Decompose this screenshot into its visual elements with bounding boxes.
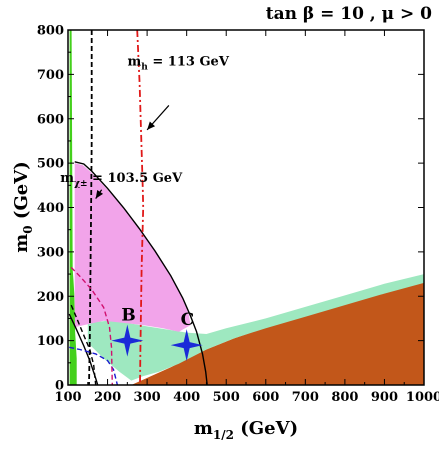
region-relic-density [87, 274, 424, 381]
line-m-h [136, 30, 145, 385]
annotation-mchi-sub: χ± [74, 179, 87, 189]
x-axis-title-sub: 1/2 [213, 428, 234, 442]
y-tick-label-600: 600 [37, 112, 64, 127]
x-tick-label-100: 100 [54, 390, 81, 405]
annotation-mh-rest: = 113 GeV [148, 55, 230, 70]
annotation-mchi-arrow-head [95, 190, 104, 199]
x-axis-title-main: m [194, 418, 213, 439]
benchmark-star-B [111, 324, 144, 357]
line-m-chargino [74, 161, 208, 385]
annotation-mh-sub: h [141, 63, 148, 73]
y-axis-title-sub: 0 [21, 225, 35, 233]
annotation-mchi-rest: = 103.5 GeV [88, 171, 184, 186]
chart-title: tan β = 10 , μ > 0 [266, 4, 432, 24]
y-axis-title-main: m [11, 234, 32, 253]
benchmark-label-C: C [181, 310, 195, 330]
line-magenta-dashed [70, 266, 113, 385]
annotation-mh: mh = 113 GeV [128, 55, 230, 73]
annotation-mchi: mχ± = 103.5 GeV [60, 171, 183, 189]
line-blue-dashed [69, 346, 119, 385]
annotation-mh-main: m [128, 55, 142, 70]
line-black-dashed-curve [70, 304, 97, 385]
y-tick-label-0: 0 [55, 379, 64, 394]
y-axis-title-unit: (GeV) [11, 161, 32, 225]
y-tick-label-100: 100 [37, 334, 64, 349]
x-axis-title-unit: (GeV) [234, 418, 298, 439]
lines-layer [68, 30, 208, 385]
benchmark-star-C [170, 329, 203, 362]
x-tick-label-1000: 1000 [406, 390, 439, 405]
x-tick-label-200: 200 [94, 390, 121, 405]
line-black-dashed-vertical [88, 30, 93, 385]
y-tick-label-700: 700 [37, 68, 64, 83]
y-tick-label-800: 800 [37, 24, 64, 39]
x-axis-title: m1/2 (GeV) [194, 418, 298, 442]
y-axis-title: m0 (GeV) [11, 161, 35, 253]
region-stau-lsp [131, 280, 424, 385]
x-tick-label-800: 800 [331, 390, 358, 405]
x-tick-label-400: 400 [173, 390, 200, 405]
x-tick-label-300: 300 [134, 390, 161, 405]
ticks-layer: 100 200 300 400 500 600 700 800 900 1000010020030… [37, 24, 439, 406]
line-black-solid-curve [68, 313, 99, 385]
y-tick-label-500: 500 [37, 157, 64, 172]
x-tick-label-900: 900 [371, 390, 398, 405]
y-tick-label-400: 400 [37, 201, 64, 216]
regions-layer [69, 30, 424, 385]
y-tick-label-300: 300 [37, 245, 64, 260]
x-tick-label-600: 600 [252, 390, 279, 405]
y-tick-label-200: 200 [37, 290, 64, 305]
annotation-mh-arrow-head [147, 121, 156, 130]
x-tick-label-700: 700 [292, 390, 319, 405]
region-g2-favoured [74, 163, 191, 332]
benchmark-label-B: B [121, 306, 135, 326]
x-tick-label-500: 500 [213, 390, 240, 405]
